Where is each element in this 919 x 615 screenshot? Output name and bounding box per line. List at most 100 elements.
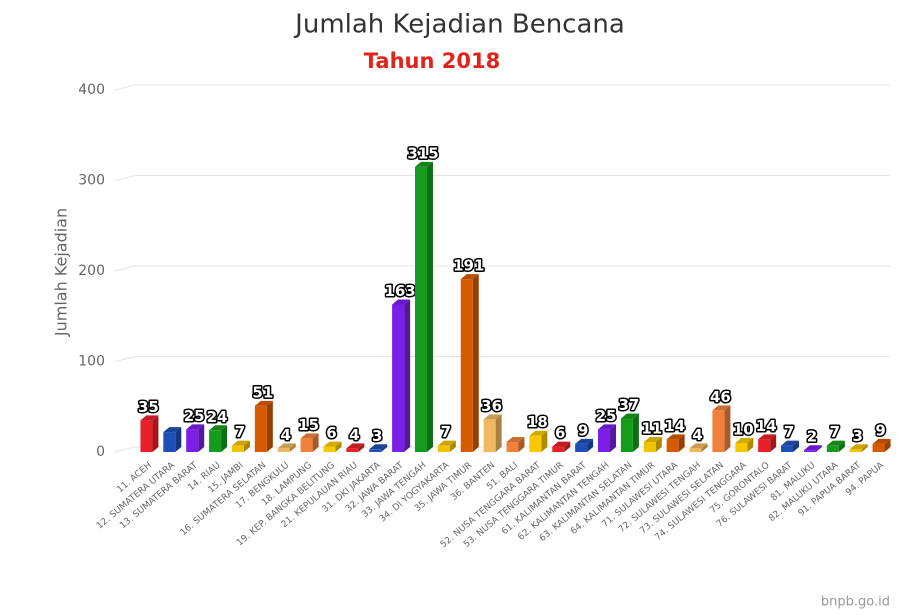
bar-side <box>495 414 502 452</box>
grid-line <box>114 175 890 181</box>
bar-side <box>861 444 868 452</box>
bar <box>849 449 862 452</box>
data-label: 4 <box>692 426 702 444</box>
bar-side <box>632 413 639 452</box>
y-axis-title: Jumlah Kejadian <box>52 208 71 337</box>
data-label: 18 <box>527 413 548 431</box>
bar-top <box>872 438 891 444</box>
bar <box>506 442 519 452</box>
bar-side <box>518 437 525 452</box>
bar-side <box>724 405 731 452</box>
bar-top <box>552 441 571 447</box>
data-label: 2 <box>807 428 817 446</box>
data-label: 191 <box>453 257 484 275</box>
bar-top <box>346 443 365 449</box>
bar-side <box>610 424 617 452</box>
bar-side <box>266 400 273 452</box>
data-label: 9 <box>578 421 588 439</box>
bar-top <box>140 415 159 421</box>
bar <box>163 432 176 452</box>
bar <box>437 445 450 452</box>
chart-title: Jumlah Kejadian Bencana <box>293 10 625 40</box>
bar-side <box>381 444 388 452</box>
bar-top <box>758 434 777 440</box>
bar <box>529 435 542 452</box>
bar-top <box>620 413 639 419</box>
bar-side <box>701 443 708 452</box>
bar-side <box>472 274 479 452</box>
bar-side <box>541 430 548 452</box>
bar <box>414 166 427 453</box>
data-label: 3 <box>852 427 862 445</box>
bar-side <box>838 440 845 452</box>
bar-side <box>587 438 594 452</box>
bar <box>300 438 313 452</box>
bar <box>712 410 725 452</box>
data-label: 7 <box>784 423 794 441</box>
bar <box>392 304 405 452</box>
bar-top <box>231 440 250 446</box>
data-label: 24 <box>207 408 228 426</box>
bar-top <box>254 400 273 406</box>
bar-side <box>449 440 456 452</box>
bar-top <box>826 440 845 446</box>
bar <box>598 429 611 452</box>
bar <box>369 449 382 452</box>
bar-top <box>803 445 822 451</box>
data-label: 6 <box>326 424 336 442</box>
bar-top <box>163 427 182 433</box>
data-label: 3 <box>372 427 382 445</box>
bar-top <box>529 430 548 436</box>
bar-top <box>437 440 456 446</box>
bar-top <box>392 299 411 305</box>
bar-top <box>575 438 594 444</box>
bar-top <box>277 443 296 449</box>
bar <box>735 442 748 452</box>
data-label: 315 <box>407 144 438 162</box>
bar <box>689 448 702 452</box>
bar-side <box>198 424 205 452</box>
bar <box>483 419 496 452</box>
bar-side <box>152 415 159 452</box>
data-label: 9 <box>875 421 885 439</box>
bar-top <box>643 437 662 443</box>
bar-side <box>175 427 182 452</box>
bar-side <box>770 434 777 452</box>
grid-line <box>114 265 890 272</box>
bar-side <box>747 437 754 452</box>
bar <box>186 429 199 452</box>
grid-line <box>114 84 890 91</box>
data-label: 7 <box>830 423 840 441</box>
bar-side <box>243 440 250 452</box>
bar <box>666 439 679 452</box>
bar-side <box>358 443 365 452</box>
data-label: 46 <box>710 388 731 406</box>
bar <box>826 445 839 452</box>
bar-top <box>735 437 754 443</box>
bar <box>277 448 290 452</box>
bar-top <box>712 405 731 411</box>
bar <box>209 430 222 452</box>
bar <box>254 405 267 452</box>
data-label: 35 <box>138 398 159 416</box>
data-label: 14 <box>756 417 777 435</box>
bar-top <box>483 414 502 420</box>
bar-top <box>506 437 525 443</box>
data-label: 163 <box>384 282 415 300</box>
bar-side <box>335 441 342 452</box>
grid-line <box>114 356 890 362</box>
bar-top <box>414 161 433 167</box>
bar-side <box>884 438 891 452</box>
bar-side <box>221 425 228 452</box>
data-label: 25 <box>184 407 205 425</box>
data-label: 7 <box>235 423 245 441</box>
bar-top <box>300 433 319 439</box>
bar-top <box>323 441 342 447</box>
data-label: 4 <box>349 426 359 444</box>
bar <box>620 418 633 452</box>
data-label: 15 <box>298 416 319 434</box>
data-label: 10 <box>733 420 754 438</box>
bar-side <box>815 445 822 452</box>
bar <box>140 420 153 452</box>
